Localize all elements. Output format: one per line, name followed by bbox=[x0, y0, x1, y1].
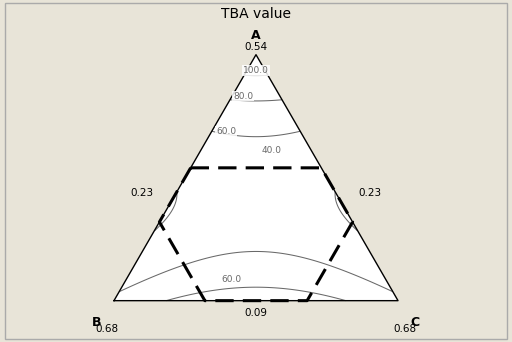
Text: 0.23: 0.23 bbox=[358, 188, 381, 198]
Text: C: C bbox=[411, 316, 420, 329]
Text: 40.0: 40.0 bbox=[262, 146, 282, 155]
Text: 60.0: 60.0 bbox=[222, 275, 242, 284]
Text: 0.68: 0.68 bbox=[394, 324, 417, 334]
Polygon shape bbox=[114, 55, 398, 301]
Text: 60.0: 60.0 bbox=[216, 127, 236, 136]
Title: TBA value: TBA value bbox=[221, 7, 291, 21]
Text: 100.0: 100.0 bbox=[243, 66, 269, 75]
Text: 0.09: 0.09 bbox=[245, 308, 267, 318]
Text: 0.68: 0.68 bbox=[95, 324, 118, 334]
Text: 80.0: 80.0 bbox=[233, 92, 253, 101]
Text: 0.23: 0.23 bbox=[131, 188, 154, 198]
Text: A: A bbox=[251, 29, 261, 42]
Text: 0.54: 0.54 bbox=[244, 42, 268, 52]
Text: B: B bbox=[92, 316, 102, 329]
